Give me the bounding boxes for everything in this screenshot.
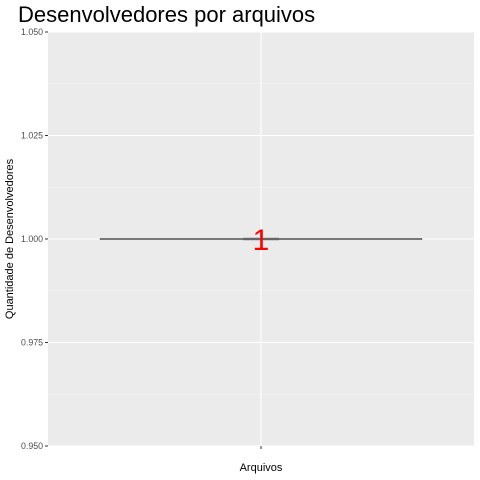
boxplot <box>99 237 423 241</box>
data-labels: 1 <box>253 224 270 257</box>
y-tick-label: 1.025 <box>21 131 43 141</box>
y-tick-label: 1.000 <box>21 234 43 244</box>
chart-title: Desenvolvedores por arquivos <box>18 2 315 27</box>
y-axis-title: Quantidade de Desenvolvedores <box>4 158 16 319</box>
y-tick-label: 1.050 <box>21 27 43 37</box>
x-axis-title: Arquivos <box>240 462 283 474</box>
y-tick-label: 0.950 <box>21 441 43 451</box>
data-label: 1 <box>253 224 270 257</box>
y-tick-label: 0.975 <box>21 338 43 348</box>
y-axis: 0.950 0.975 1.000 1.025 1.050 <box>21 27 48 451</box>
mean-point <box>243 237 279 241</box>
